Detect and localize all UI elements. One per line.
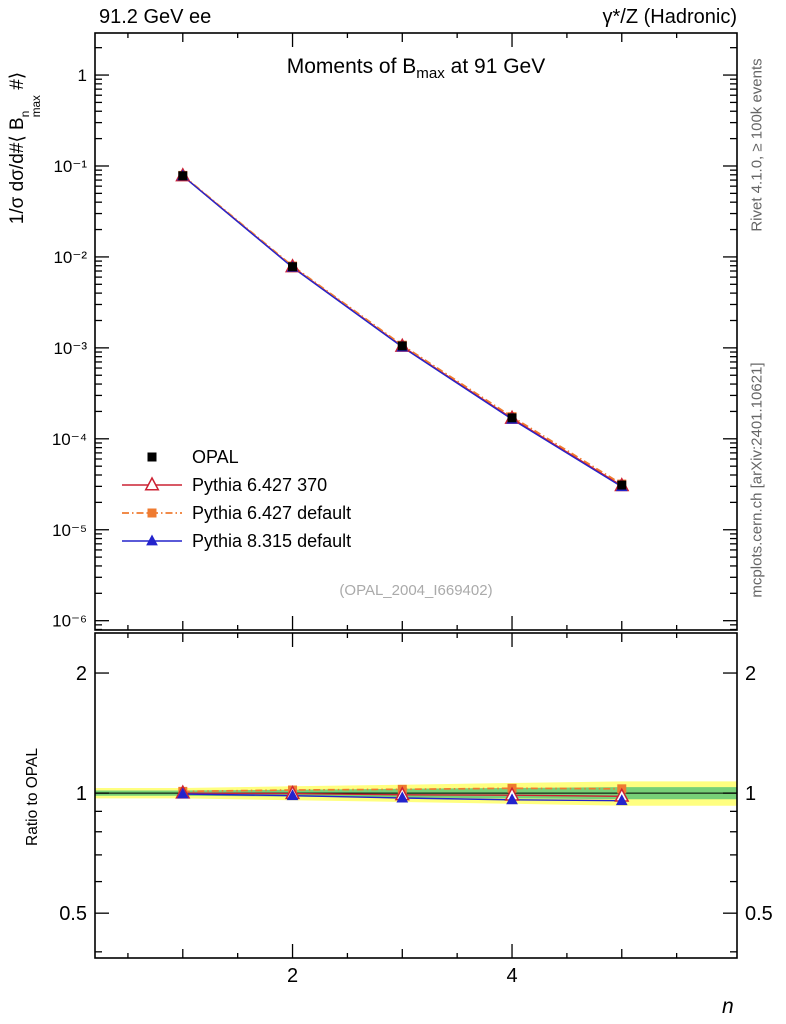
legend-triangle-open-icon <box>122 476 182 491</box>
x-tick-label: 4 <box>506 965 517 987</box>
marker-triangle-filled <box>396 791 409 803</box>
y-tick-label-main: 10⁻⁵ <box>52 521 87 540</box>
axis-ticks <box>95 33 737 958</box>
marker-square-filled <box>507 413 517 423</box>
x-tick-label: 2 <box>287 965 298 987</box>
y-tick-label-ratio-left: 0.5 <box>59 903 87 925</box>
ratio-series-markers <box>175 783 630 806</box>
mcplots-reference-note: mcplots.cern.ch [arXiv:2401.10621] <box>748 362 766 598</box>
curve-pythia-8-315-default <box>182 175 623 488</box>
legend: OPAL Pythia 6.427 370 Pythia 6.427 default… <box>120 443 351 555</box>
marker-triangle-filled <box>146 534 158 546</box>
legend-label: Pythia 8.315 default <box>192 530 352 551</box>
y-tick-label-ratio-right: 1 <box>745 783 756 805</box>
plot-title-post: at 91 GeV <box>444 55 546 78</box>
beam-energy-label: 91.2 GeV ee <box>99 6 212 28</box>
y-tick-label-main: 10⁻⁶ <box>52 612 87 631</box>
marker-square-filled <box>147 508 157 518</box>
main-plot-frame <box>94 32 738 631</box>
legend-item-opal: OPAL <box>120 443 351 471</box>
y-tick-label-ratio-right: 0.5 <box>745 903 773 925</box>
legend-label: Pythia 6.427 default <box>192 502 352 523</box>
curve-pythia-6-427-370 <box>182 175 623 487</box>
y-tick-label-ratio-left: 1 <box>76 783 87 805</box>
y-tick-label-main: 10⁻⁴ <box>52 430 87 449</box>
y-axis-label-main-supsub: n max <box>19 95 43 118</box>
y-tick-label-ratio-left: 2 <box>76 663 87 685</box>
y-axis-label-main-post: #⟩ <box>6 71 28 96</box>
plot-title: Moments of Bmax at 91 GeV <box>95 55 737 82</box>
legend-square-filled-icon <box>147 452 157 462</box>
y-axis-label-ratio: Ratio to OPAL <box>24 748 41 846</box>
legend-item-pythia-6-427-default: Pythia 6.427 default <box>120 499 351 527</box>
y-axis-label-main-pre: 1/σ dσ/d#⟨ B <box>6 117 28 225</box>
marker-square-filled <box>147 452 157 462</box>
legend-triangle-filled-icon <box>122 534 182 546</box>
legend-item-pythia-6-427-370: Pythia 6.427 370 <box>120 471 351 499</box>
tick-labels: 1 10⁻¹ 10⁻² 10⁻³ 10⁻⁴ 10⁻⁵ 10⁻⁶ 2 2 1 1 0.5 0.5 2 4 <box>52 66 773 987</box>
main-series-lines <box>182 174 623 488</box>
marker-square-filled <box>178 171 188 181</box>
marker-triangle-filled <box>615 794 628 806</box>
curve-pythia-6-427-default <box>182 174 623 485</box>
marker-triangle-filled <box>176 787 189 799</box>
rivet-version-note: Rivet 4.1.0, ≥ 100k events <box>748 58 766 232</box>
data-error-bars <box>178 173 626 489</box>
plot-title-pre: Moments of B <box>286 55 417 78</box>
x-axis-label: n <box>722 995 734 1018</box>
marker-square-filled <box>397 341 407 351</box>
process-label: γ*/Z (Hadronic) <box>602 6 737 28</box>
legend-label: Pythia 6.427 370 <box>192 474 328 495</box>
y-tick-label-main: 1 <box>78 66 87 85</box>
legend-square-filled-icon <box>122 508 182 518</box>
y-tick-label-ratio-right: 2 <box>745 663 756 685</box>
legend-item-pythia-8-315-default: Pythia 8.315 default <box>120 527 351 555</box>
legend-label: OPAL <box>192 446 239 467</box>
y-axis-label-main-sub: max <box>29 95 43 118</box>
marker-triangle-filled <box>286 789 299 801</box>
plot-frames <box>94 32 738 959</box>
marker-square-filled <box>288 262 298 272</box>
y-tick-label-main: 10⁻³ <box>53 339 87 358</box>
y-tick-label-main: 10⁻¹ <box>53 157 87 176</box>
marker-triangle-open <box>144 476 160 491</box>
marker-square-filled <box>617 480 627 490</box>
marker-triangle-filled <box>506 793 518 805</box>
analysis-id-watermark: (OPAL_2004_I669402) <box>339 582 493 599</box>
y-tick-label-main: 10⁻² <box>53 248 87 267</box>
ratio-plot-frame <box>94 632 738 959</box>
main-series-markers <box>175 167 630 492</box>
plot-title-subscript: max <box>416 65 445 83</box>
